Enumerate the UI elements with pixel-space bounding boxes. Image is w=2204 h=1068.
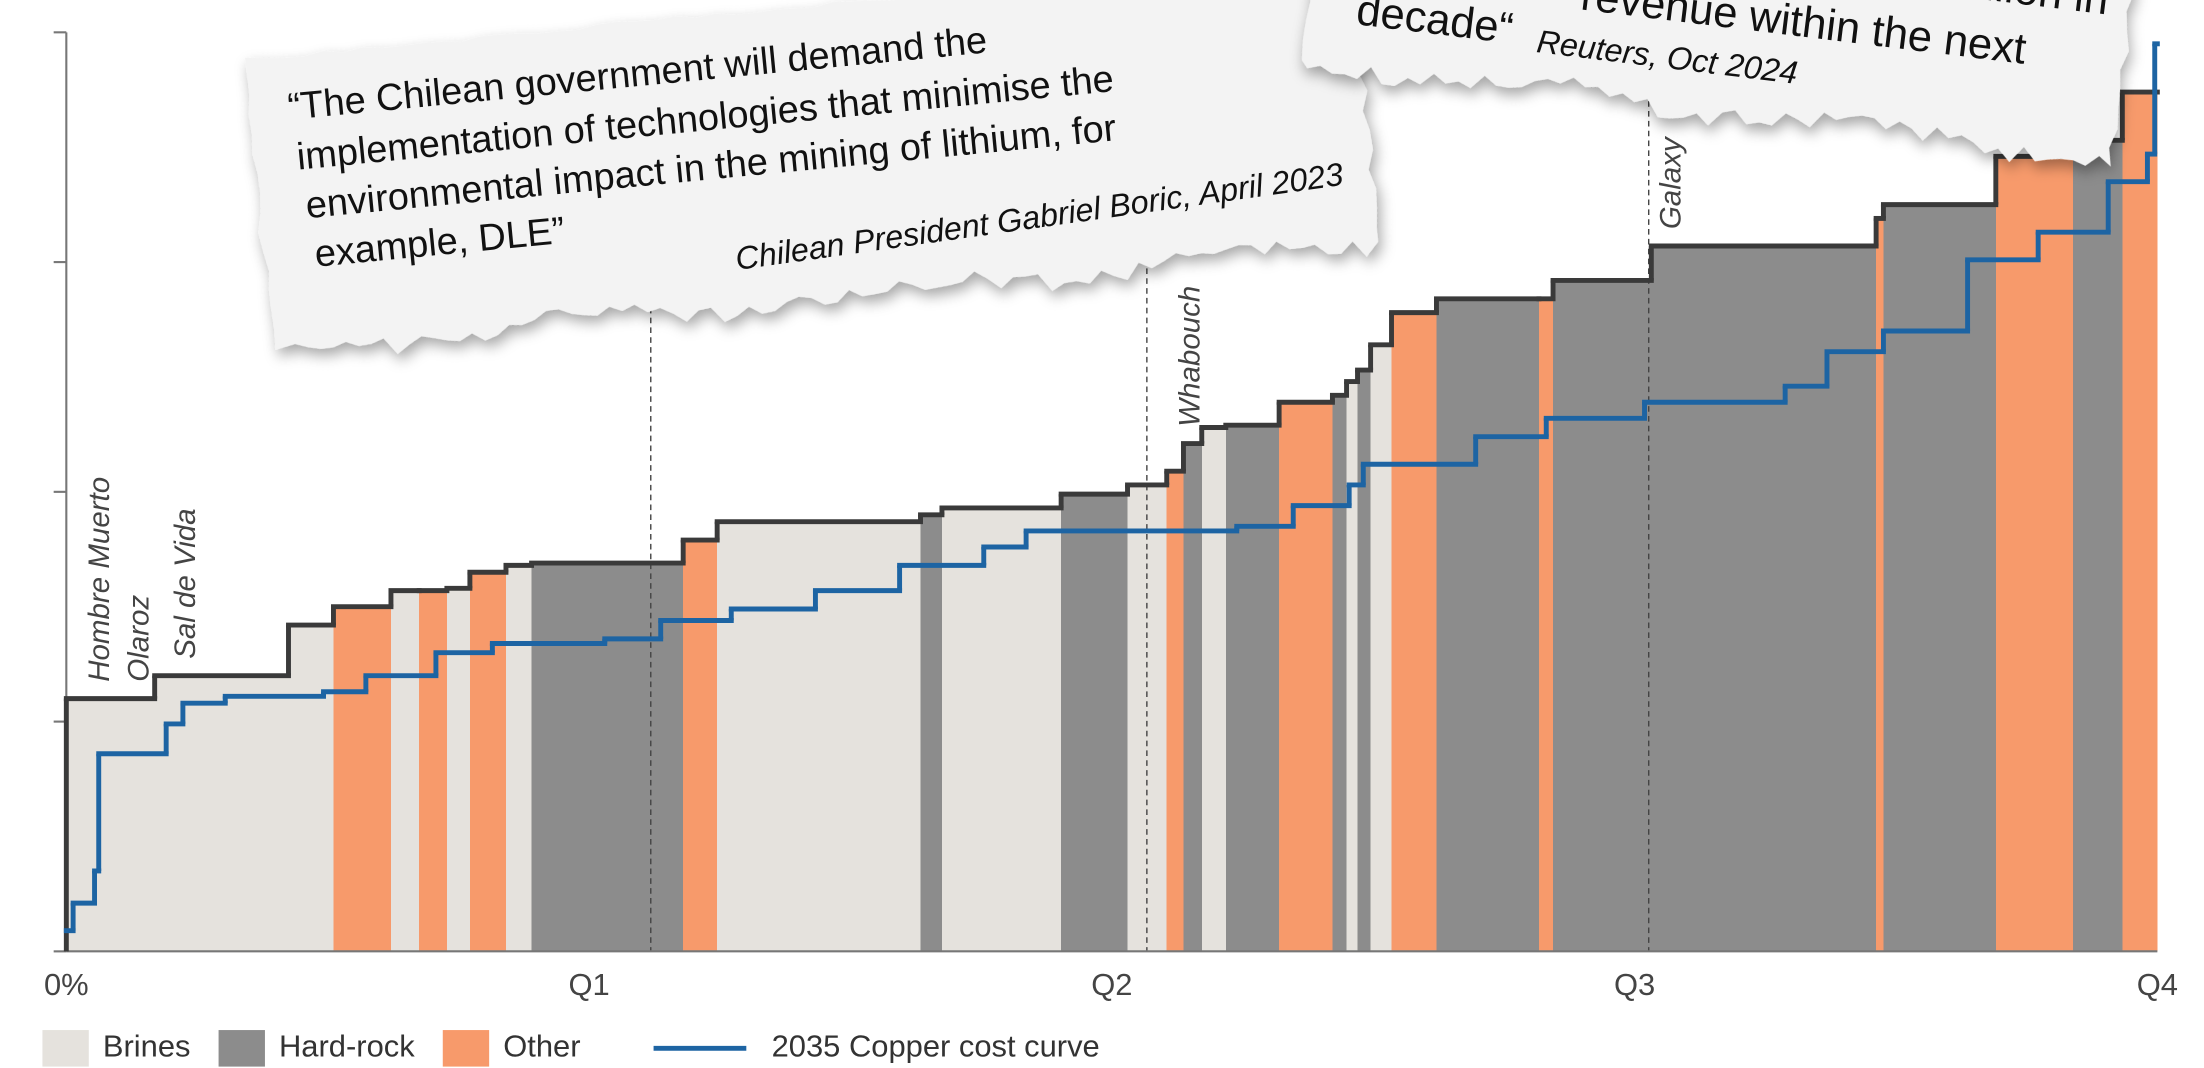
cost-bar: [1201, 427, 1226, 952]
asset-label: Olaroz: [122, 595, 155, 682]
legend-label: 2035 Copper cost curve: [772, 1028, 1100, 1063]
cost-bar: [419, 590, 447, 952]
cost-bar: [505, 565, 532, 952]
legend-label: Other: [503, 1028, 580, 1063]
cost-bar: [1876, 218, 1884, 952]
cost-bar: [446, 588, 470, 952]
quote-card: billion in revenue within the next decad…: [1302, 0, 2149, 167]
cost-bar: [288, 625, 334, 952]
cost-bar: [531, 563, 684, 952]
cost-bar: [469, 572, 506, 952]
cost-bar: [1061, 494, 1128, 952]
asset-label: Whabouch: [1174, 286, 1207, 427]
cost-bar: [1436, 298, 1539, 952]
cost-bar: [154, 675, 289, 952]
cost-bar: [2122, 92, 2158, 952]
cost-bar: [683, 540, 718, 952]
cost-bar: [1995, 156, 2074, 952]
legend-swatch: [442, 1030, 490, 1067]
cost-bar: [390, 590, 420, 952]
cost-bar: [1651, 245, 1877, 952]
cost-bar: [1553, 280, 1652, 952]
cost-bar: [2073, 140, 2123, 952]
legend-label: Brines: [103, 1028, 191, 1063]
plot-area: 0% Q1 Q2 Q3 Q4 Hombre Muerto Olaroz Sal de Vida…: [44, 31, 2178, 1002]
cost-bar: [1370, 344, 1392, 952]
cost-bar: [1391, 312, 1437, 952]
cost-bar: [1332, 395, 1347, 952]
legend-label: Hard-rock: [279, 1028, 415, 1063]
x-tick-label: 0%: [44, 967, 89, 1002]
cost-bar: [1225, 425, 1280, 952]
x-tick-label: Q2: [1091, 967, 1132, 1002]
cost-bar: [1346, 381, 1358, 952]
asset-label: Sal de Vida: [169, 508, 202, 658]
cost-bar: [1166, 471, 1184, 952]
cost-bar: [333, 606, 391, 952]
paper-card: [244, 0, 1379, 354]
cost-bar: [717, 521, 921, 952]
x-tick-label: Q1: [568, 967, 609, 1002]
legend-swatch: [218, 1030, 265, 1067]
asset-label: Hombre Muerto: [83, 477, 116, 682]
cost-bar: [1538, 298, 1554, 952]
cost-bar: [920, 514, 942, 952]
cost-bar: [1279, 402, 1333, 952]
cost-bar: [1183, 443, 1202, 952]
quote-card: “The Chilean government will demand the …: [244, 0, 1379, 354]
cost-bar: [66, 698, 155, 952]
cost-bar: [1883, 204, 1996, 952]
paper-card: [1302, 0, 2149, 167]
asset-label: Galaxy: [1655, 135, 1688, 229]
cost-bar: [1357, 370, 1371, 952]
x-tick-label: Q3: [1614, 967, 1655, 1002]
legend: Brines Hard-rock Other 2035 Copper cost cur…: [42, 1028, 1100, 1067]
legend-swatch: [42, 1030, 89, 1067]
x-tick-label: Q4: [2137, 967, 2178, 1002]
cost-bar: [941, 507, 1062, 952]
